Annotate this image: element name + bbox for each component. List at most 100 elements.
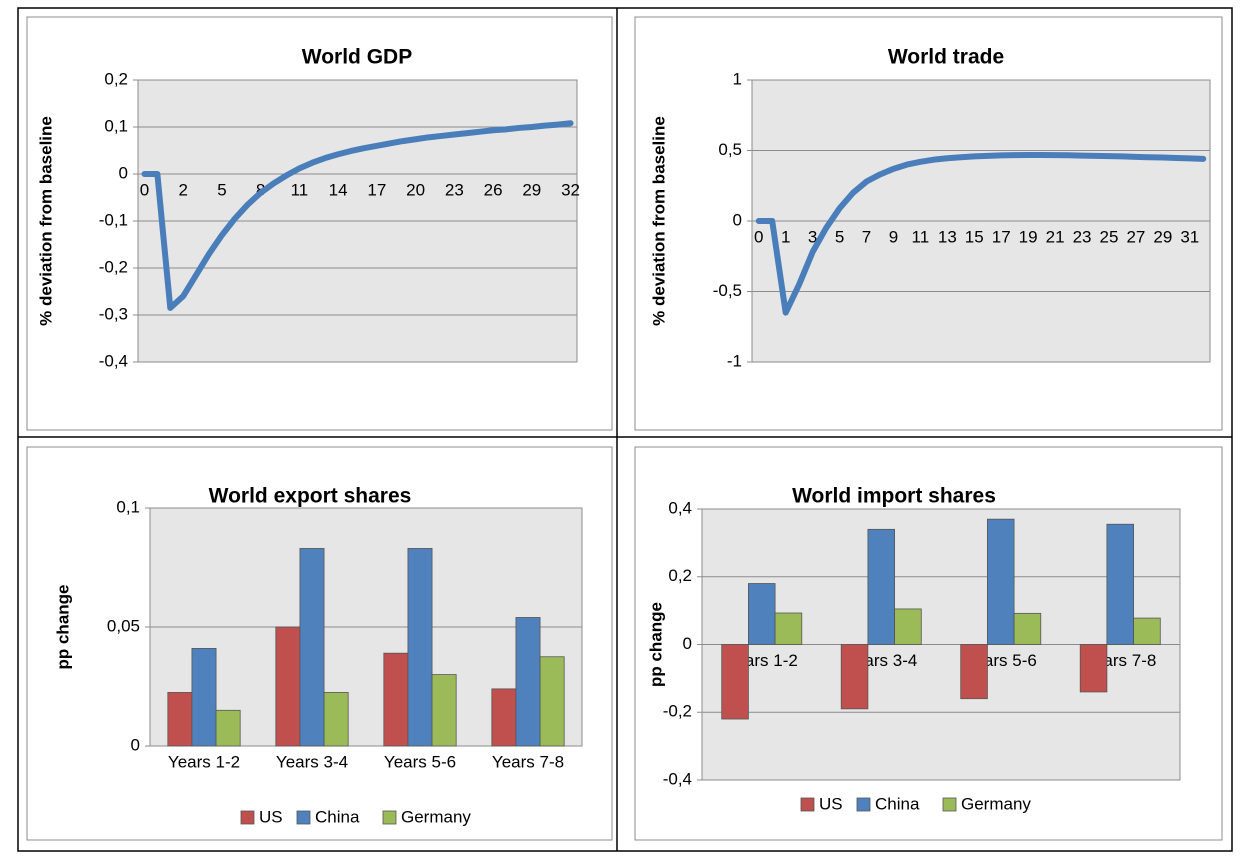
bar [323, 692, 349, 747]
x-tick-label: 21 [1046, 227, 1065, 246]
bar [894, 608, 922, 645]
y-tick-label: -0,2 [99, 257, 128, 276]
bar [840, 644, 869, 710]
y-axis-title: pp change [646, 602, 665, 687]
y-axis-title: pp change [53, 584, 72, 669]
legend-label: China [315, 807, 360, 826]
x-tick-label: 29 [522, 180, 541, 199]
x-tick-label: 3 [808, 227, 817, 246]
x-tick-label: 1 [781, 227, 790, 246]
x-tick-label: Years 7-8 [492, 752, 564, 771]
x-tick-label: 17 [367, 180, 386, 199]
x-tick-label: 0 [140, 180, 149, 199]
y-tick-label: 0,5 [718, 140, 742, 159]
x-tick-label: 13 [938, 227, 957, 246]
bar [191, 648, 217, 747]
y-tick-label: -0,4 [663, 769, 692, 788]
x-tick-label: 19 [1019, 227, 1038, 246]
x-tick-label: 23 [445, 180, 464, 199]
legend-swatch [800, 797, 815, 812]
x-tick-label: 29 [1153, 227, 1172, 246]
x-tick-label: Years 5-6 [384, 752, 456, 771]
chart-title: World trade [888, 46, 1004, 69]
bar [1013, 612, 1042, 645]
y-tick-label: -0,2 [663, 702, 692, 721]
x-tick-label: Years 3-4 [276, 752, 348, 771]
bar [774, 612, 803, 645]
y-tick-label: 1 [733, 69, 742, 88]
bar [1106, 523, 1134, 645]
legend-swatch [296, 810, 311, 825]
bar [539, 656, 565, 747]
y-tick-label: -0,3 [99, 304, 128, 323]
y-tick-label: 0,05 [107, 616, 140, 635]
bar [383, 652, 409, 747]
bar [431, 674, 457, 747]
x-tick-label: 17 [992, 227, 1011, 246]
bar [275, 626, 301, 747]
y-tick-label: -0,5 [713, 281, 742, 300]
bar [960, 644, 988, 700]
chart-title: World GDP [302, 46, 412, 69]
legend-label: China [875, 794, 920, 813]
x-tick-label: 7 [862, 227, 871, 246]
y-tick-label: 0,4 [668, 498, 692, 517]
bar [215, 709, 241, 747]
y-tick-label: 0,1 [116, 497, 140, 516]
x-tick-label: Years 1-2 [168, 752, 240, 771]
y-tick-label: 0 [119, 163, 128, 182]
x-tick-label: 11 [291, 180, 309, 199]
bar [299, 548, 325, 747]
bar [987, 518, 1015, 645]
bar [1133, 617, 1161, 645]
y-tick-label: 0,1 [104, 116, 128, 135]
chart-title: World import shares [792, 485, 996, 508]
legend-swatch [240, 810, 255, 825]
x-tick-label: 5 [217, 180, 226, 199]
x-tick-label: 26 [484, 180, 503, 199]
bar [748, 583, 776, 645]
bar [867, 528, 895, 645]
bar [515, 617, 541, 747]
data-line [141, 120, 574, 311]
x-tick-label: 20 [406, 180, 425, 199]
legend-label: US [819, 794, 843, 813]
y-tick-label: 0,2 [104, 69, 128, 88]
x-tick-label: 31 [1180, 227, 1199, 246]
legend-swatch [942, 797, 957, 812]
legend-label: Germany [401, 807, 471, 826]
bar [491, 688, 517, 747]
y-tick-label: 0,2 [668, 566, 692, 585]
legend-swatch [856, 797, 871, 812]
legend-swatch [382, 810, 397, 825]
y-tick-label: -0,1 [99, 210, 128, 229]
y-tick-label: -0,4 [99, 351, 128, 370]
x-tick-label: 0 [754, 227, 763, 246]
x-tick-label: 27 [1126, 227, 1145, 246]
bar [407, 548, 433, 747]
x-tick-label: 9 [889, 227, 898, 246]
x-tick-label: 23 [1073, 227, 1092, 246]
x-tick-label: 25 [1100, 227, 1119, 246]
legend-label: Germany [961, 794, 1031, 813]
x-tick-label: 32 [561, 180, 580, 199]
chart-title: World export shares [209, 485, 412, 508]
x-tick-label: 14 [329, 180, 348, 199]
bar [721, 644, 749, 720]
x-tick-label: 5 [835, 227, 844, 246]
y-tick-label: 0 [683, 634, 692, 653]
x-tick-label: 2 [178, 180, 187, 199]
y-tick-label: 0 [733, 210, 742, 229]
y-axis-title: % deviation from baseline [36, 116, 55, 326]
y-tick-label: -1 [727, 351, 742, 370]
table-border [17, 7, 1233, 852]
legend-label: US [259, 807, 283, 826]
y-tick-label: 0 [131, 735, 140, 754]
data-line [755, 152, 1207, 316]
y-axis-title: % deviation from baseline [649, 116, 668, 326]
x-tick-label: 15 [965, 227, 984, 246]
bar [167, 692, 193, 747]
bar [1079, 644, 1108, 693]
x-tick-label: 11 [912, 227, 930, 246]
